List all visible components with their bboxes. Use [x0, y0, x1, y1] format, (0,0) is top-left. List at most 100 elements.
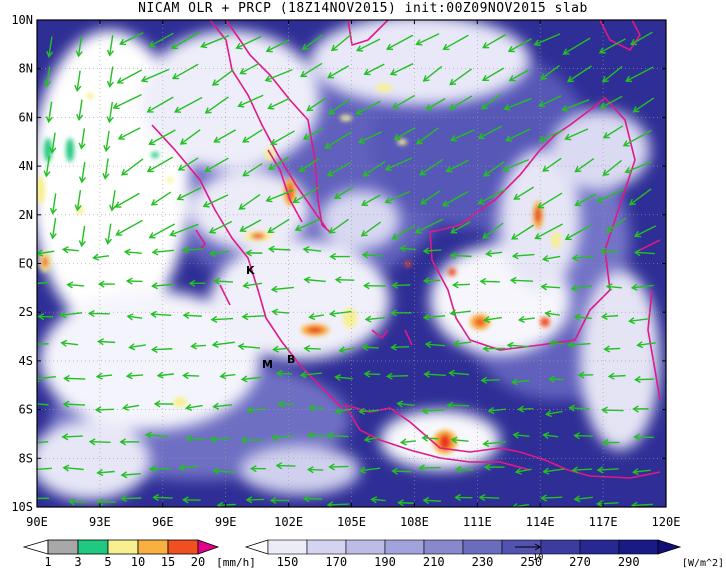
- wind-arrow: [119, 31, 144, 46]
- wind-arrow: [448, 95, 473, 110]
- wind-arrow: [37, 343, 49, 345]
- wind-arrow: [605, 283, 622, 291]
- wind-arrow: [480, 376, 500, 384]
- reference-vector-label: 10: [533, 553, 544, 563]
- lon-tick-label: 96E: [152, 515, 174, 529]
- wind-arrow: [574, 157, 595, 173]
- wind-arrow: [482, 345, 506, 353]
- wind-arrow: [240, 436, 263, 444]
- wind-arrow: [362, 160, 386, 177]
- wind-arrow: [601, 439, 620, 447]
- olr-tick-label: 230: [472, 555, 494, 569]
- wind-arrow: [564, 128, 589, 141]
- wind-arrow: [96, 468, 115, 477]
- wind-arrow: [74, 189, 82, 212]
- wind-arrow: [59, 311, 83, 319]
- wind-arrow: [328, 218, 349, 234]
- precip-color-swatch: [167, 539, 199, 555]
- wind-arrow: [242, 281, 263, 289]
- wind-arrow: [216, 501, 236, 507]
- wind-arrow: [477, 125, 503, 140]
- wind-arrow: [384, 190, 411, 204]
- wind-arrow: [421, 434, 439, 442]
- wind-arrow: [246, 406, 266, 414]
- wind-arrow: [37, 313, 54, 321]
- wind-arrow: [358, 407, 379, 415]
- wind-arrow: [361, 251, 384, 259]
- wind-arrow: [212, 402, 232, 410]
- wind-arrow: [514, 467, 532, 475]
- wind-arrow: [49, 217, 57, 240]
- precip-color-swatch: [77, 539, 109, 555]
- wind-arrow: [632, 97, 655, 113]
- lat-tick-label: 4S: [19, 354, 33, 368]
- wind-arrow: [62, 464, 84, 472]
- wind-arrow: [45, 101, 53, 124]
- wind-arrow: [302, 127, 324, 140]
- wind-arrow: [451, 281, 470, 289]
- wind-arrow: [390, 309, 412, 317]
- place-label-m: M: [262, 358, 273, 371]
- wind-arrow: [425, 97, 446, 111]
- wind-arrow: [211, 69, 234, 86]
- wind-arrow: [46, 36, 54, 58]
- wind-arrow: [602, 159, 622, 176]
- wind-arrow: [43, 66, 51, 88]
- wind-arrow: [424, 340, 446, 349]
- wind-arrow: [37, 467, 52, 470]
- olr-color-swatch: [345, 539, 386, 555]
- wind-arrow: [148, 129, 176, 146]
- lat-tick-label: 10S: [11, 500, 33, 514]
- lat-tick-label: 6N: [19, 110, 33, 124]
- wind-arrow: [363, 370, 381, 378]
- wind-arrow: [548, 339, 565, 347]
- wind-arrow: [631, 468, 651, 476]
- olr-unit-label: [W/m^2]: [682, 558, 724, 569]
- wind-arrow: [355, 38, 381, 52]
- wind-arrow: [480, 93, 502, 110]
- wind-arrow: [422, 65, 443, 82]
- wind-arrow: [419, 190, 441, 205]
- reference-vector: 10: [515, 543, 544, 563]
- wind-arrow: [275, 462, 296, 470]
- wind-arrow: [329, 252, 350, 261]
- wind-arrow: [363, 63, 385, 76]
- wind-arrow: [358, 466, 381, 474]
- wind-arrow: [355, 100, 381, 115]
- wind-arrow: [598, 38, 626, 54]
- wind-arrow: [97, 338, 116, 346]
- wind-arrow: [37, 403, 49, 406]
- wind-arrow: [330, 34, 352, 52]
- wind-arrow: [212, 467, 235, 475]
- wind-arrow: [544, 409, 563, 418]
- wind-arrow: [478, 493, 500, 502]
- place-label-k: K: [246, 264, 255, 277]
- wind-arrow: [306, 97, 327, 112]
- wind-arrow: [182, 311, 202, 320]
- wind-arrow: [292, 186, 320, 204]
- wind-arrow: [61, 246, 79, 254]
- wind-arrow: [390, 343, 410, 351]
- wind-arrow: [630, 31, 653, 46]
- wind-arrow: [115, 219, 143, 236]
- wind-arrow: [78, 161, 87, 184]
- wind-arrow: [449, 251, 472, 260]
- wind-arrow: [507, 38, 532, 53]
- wind-arrow: [275, 369, 293, 378]
- wind-arrow: [449, 309, 471, 317]
- wind-arrow: [60, 339, 79, 347]
- wind-arrow: [573, 495, 593, 503]
- wind-arrow: [78, 128, 86, 150]
- wind-arrow: [239, 62, 260, 75]
- wind-arrow: [267, 245, 291, 253]
- wind-arrow: [423, 370, 446, 378]
- wind-arrow: [441, 190, 469, 207]
- wind-arrow: [397, 499, 414, 507]
- wind-arrow: [74, 70, 82, 92]
- wind-arrow: [112, 93, 142, 110]
- wind-arrow: [603, 345, 621, 353]
- wind-arrow: [146, 96, 174, 113]
- wind-arrow: [602, 125, 624, 139]
- wind-arrow: [242, 128, 263, 143]
- wind-arrow: [153, 400, 174, 408]
